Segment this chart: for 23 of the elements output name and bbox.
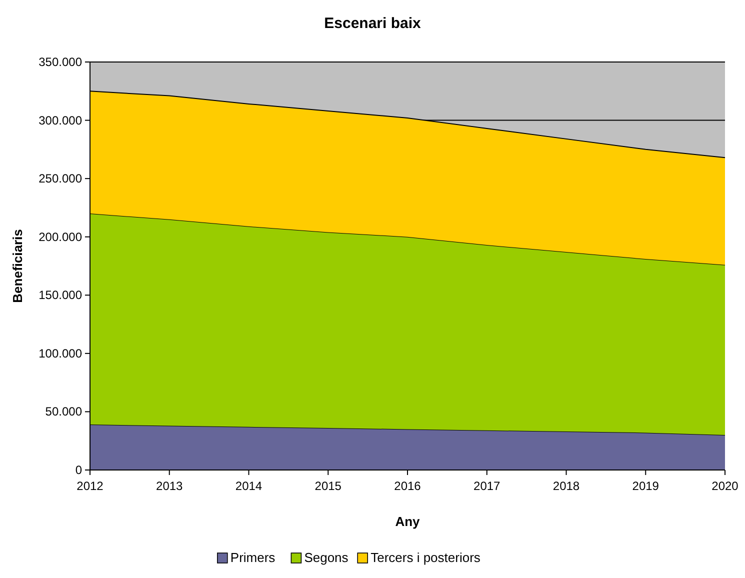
x-tick-label: 2015: [314, 479, 342, 493]
y-tick-label: 0: [75, 463, 82, 477]
y-tick-label: 50.000: [45, 404, 82, 419]
y-tick-label: 250.000: [38, 172, 82, 186]
y-tick-label: 100.000: [38, 346, 82, 360]
x-tick-label: 2018: [552, 479, 580, 493]
y-axis-title: Beneficiaris: [10, 229, 25, 303]
x-tick-label: 2014: [235, 479, 262, 493]
legend-label: Primers: [230, 550, 276, 565]
x-tick-label: 2013: [156, 479, 184, 493]
x-tick-label: 2012: [76, 479, 104, 493]
y-tick-label: 200.000: [38, 230, 82, 244]
chart-title: Escenari baix: [324, 15, 422, 32]
x-tick-label: 2017: [474, 479, 501, 493]
legend-label: Segons: [304, 550, 349, 565]
x-tick-label: 2020: [712, 479, 739, 493]
legend-label: Tercers i posteriors: [370, 550, 481, 565]
y-tick-label: 150.000: [38, 288, 82, 302]
x-axis-title: Any: [395, 514, 421, 529]
x-tick-label: 2019: [632, 479, 660, 493]
y-tick-label: 300.000: [38, 113, 82, 128]
x-tick-label: 2016: [394, 479, 422, 493]
y-tick-label: 350.000: [38, 55, 82, 69]
